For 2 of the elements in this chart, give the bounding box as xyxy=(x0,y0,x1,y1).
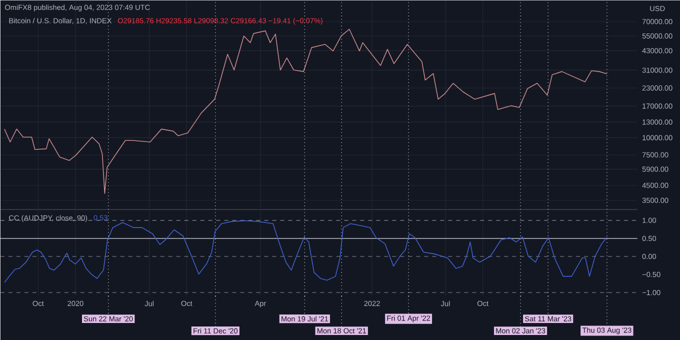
line-series xyxy=(4,28,608,194)
line-series xyxy=(4,220,608,283)
